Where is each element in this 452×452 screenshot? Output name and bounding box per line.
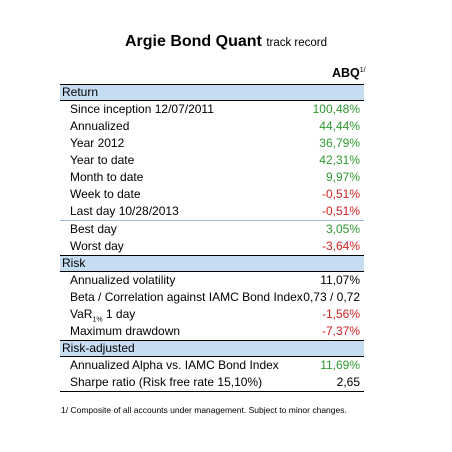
row-label: Since inception 12/07/2011 <box>70 102 214 116</box>
row-value: 42,31% <box>319 153 360 167</box>
row-label: Annualized <box>70 119 130 133</box>
return-extra-rows: Best day 3,05% Worst day -3,64% <box>60 221 364 255</box>
var-label-post: 1 day <box>102 307 136 321</box>
var-label-sub: 1% <box>92 316 103 324</box>
return-rows: Since inception 12/07/2011 100,48% Annual… <box>60 101 364 220</box>
row-value: 9,97% <box>325 170 360 184</box>
footnote: 1/ Composite of all accounts under manag… <box>61 405 347 415</box>
row-label: Worst day <box>70 239 124 253</box>
row-label: Best day <box>70 222 117 236</box>
table-row: Year 2012 36,79% <box>60 135 364 152</box>
var-label-pre: VaR <box>70 307 93 321</box>
table-row: Week to date -0,51% <box>60 186 364 203</box>
table-row: Sharpe ratio (Risk free rate 15,10%) 2,65 <box>60 374 364 391</box>
row-label: VaR1% 1 day <box>70 306 135 328</box>
row-label: Last day 10/28/2013 <box>70 204 179 218</box>
section-header-risk: Risk <box>60 255 364 272</box>
row-value: 2,65 <box>336 375 360 389</box>
row-value: 3,05% <box>325 222 360 236</box>
row-label: Month to date <box>70 170 144 184</box>
report-title: Argie Bond Quant track record <box>0 33 452 51</box>
row-value: -0,51% <box>321 204 360 218</box>
table-row: Beta / Correlation against IAMC Bond Ind… <box>60 289 364 306</box>
risk-rows: Annualized volatility 11,07% Beta / Corre… <box>60 272 364 340</box>
track-record-table: Return Since inception 12/07/2011 100,48%… <box>60 84 364 392</box>
table-row: Year to date 42,31% <box>60 152 364 169</box>
row-label: Sharpe ratio (Risk free rate 15,10%) <box>70 375 263 389</box>
table-row: Annualized volatility 11,07% <box>60 272 364 289</box>
row-value: -0,51% <box>321 187 360 201</box>
row-label: Year to date <box>70 153 135 167</box>
row-label: Beta / Correlation against IAMC Bond Ind… <box>70 290 303 304</box>
table-row: Best day 3,05% <box>60 221 364 238</box>
section-header-return: Return <box>60 84 364 101</box>
row-label: Week to date <box>70 187 141 201</box>
row-label: Annualized volatility <box>70 273 176 287</box>
row-label: Annualized Alpha vs. IAMC Bond Index <box>70 358 279 372</box>
column-header-label: ABQ <box>332 66 360 80</box>
column-header: ABQ1/ <box>332 66 366 80</box>
table-row: Maximum drawdown -7,37% <box>60 323 364 340</box>
row-value: 44,44% <box>319 119 360 133</box>
table-bottom-border <box>60 391 364 392</box>
row-label: Maximum drawdown <box>70 324 181 338</box>
section-header-risk-adjusted: Risk-adjusted <box>60 340 364 357</box>
table-row: Annualized Alpha vs. IAMC Bond Index 11,6… <box>60 357 364 374</box>
table-row: Month to date 9,97% <box>60 169 364 186</box>
title-main: Argie Bond Quant <box>124 33 262 50</box>
row-value: 100,48% <box>312 102 360 116</box>
row-divider <box>60 220 364 221</box>
table-row: VaR1% 1 day -1,56% <box>60 306 364 323</box>
table-row: Last day 10/28/2013 -0,51% <box>60 203 364 220</box>
table-row: Since inception 12/07/2011 100,48% <box>60 101 364 118</box>
table-row: Annualized 44,44% <box>60 118 364 135</box>
row-value: 36,79% <box>319 136 360 150</box>
table-row: Worst day -3,64% <box>60 238 364 255</box>
title-sub: track record <box>266 37 328 49</box>
row-value: 11,69% <box>320 358 360 372</box>
row-value: -3,64% <box>321 239 360 253</box>
column-header-footnote-mark: 1/ <box>359 66 366 74</box>
row-value: 0,73 / 0,72 <box>303 290 360 304</box>
row-label: Year 2012 <box>70 136 125 150</box>
row-value: 11,07% <box>320 273 360 287</box>
risk-adjusted-rows: Annualized Alpha vs. IAMC Bond Index 11,6… <box>60 357 364 391</box>
row-value: -1,56% <box>321 307 360 321</box>
row-value: -7,37% <box>321 324 360 338</box>
